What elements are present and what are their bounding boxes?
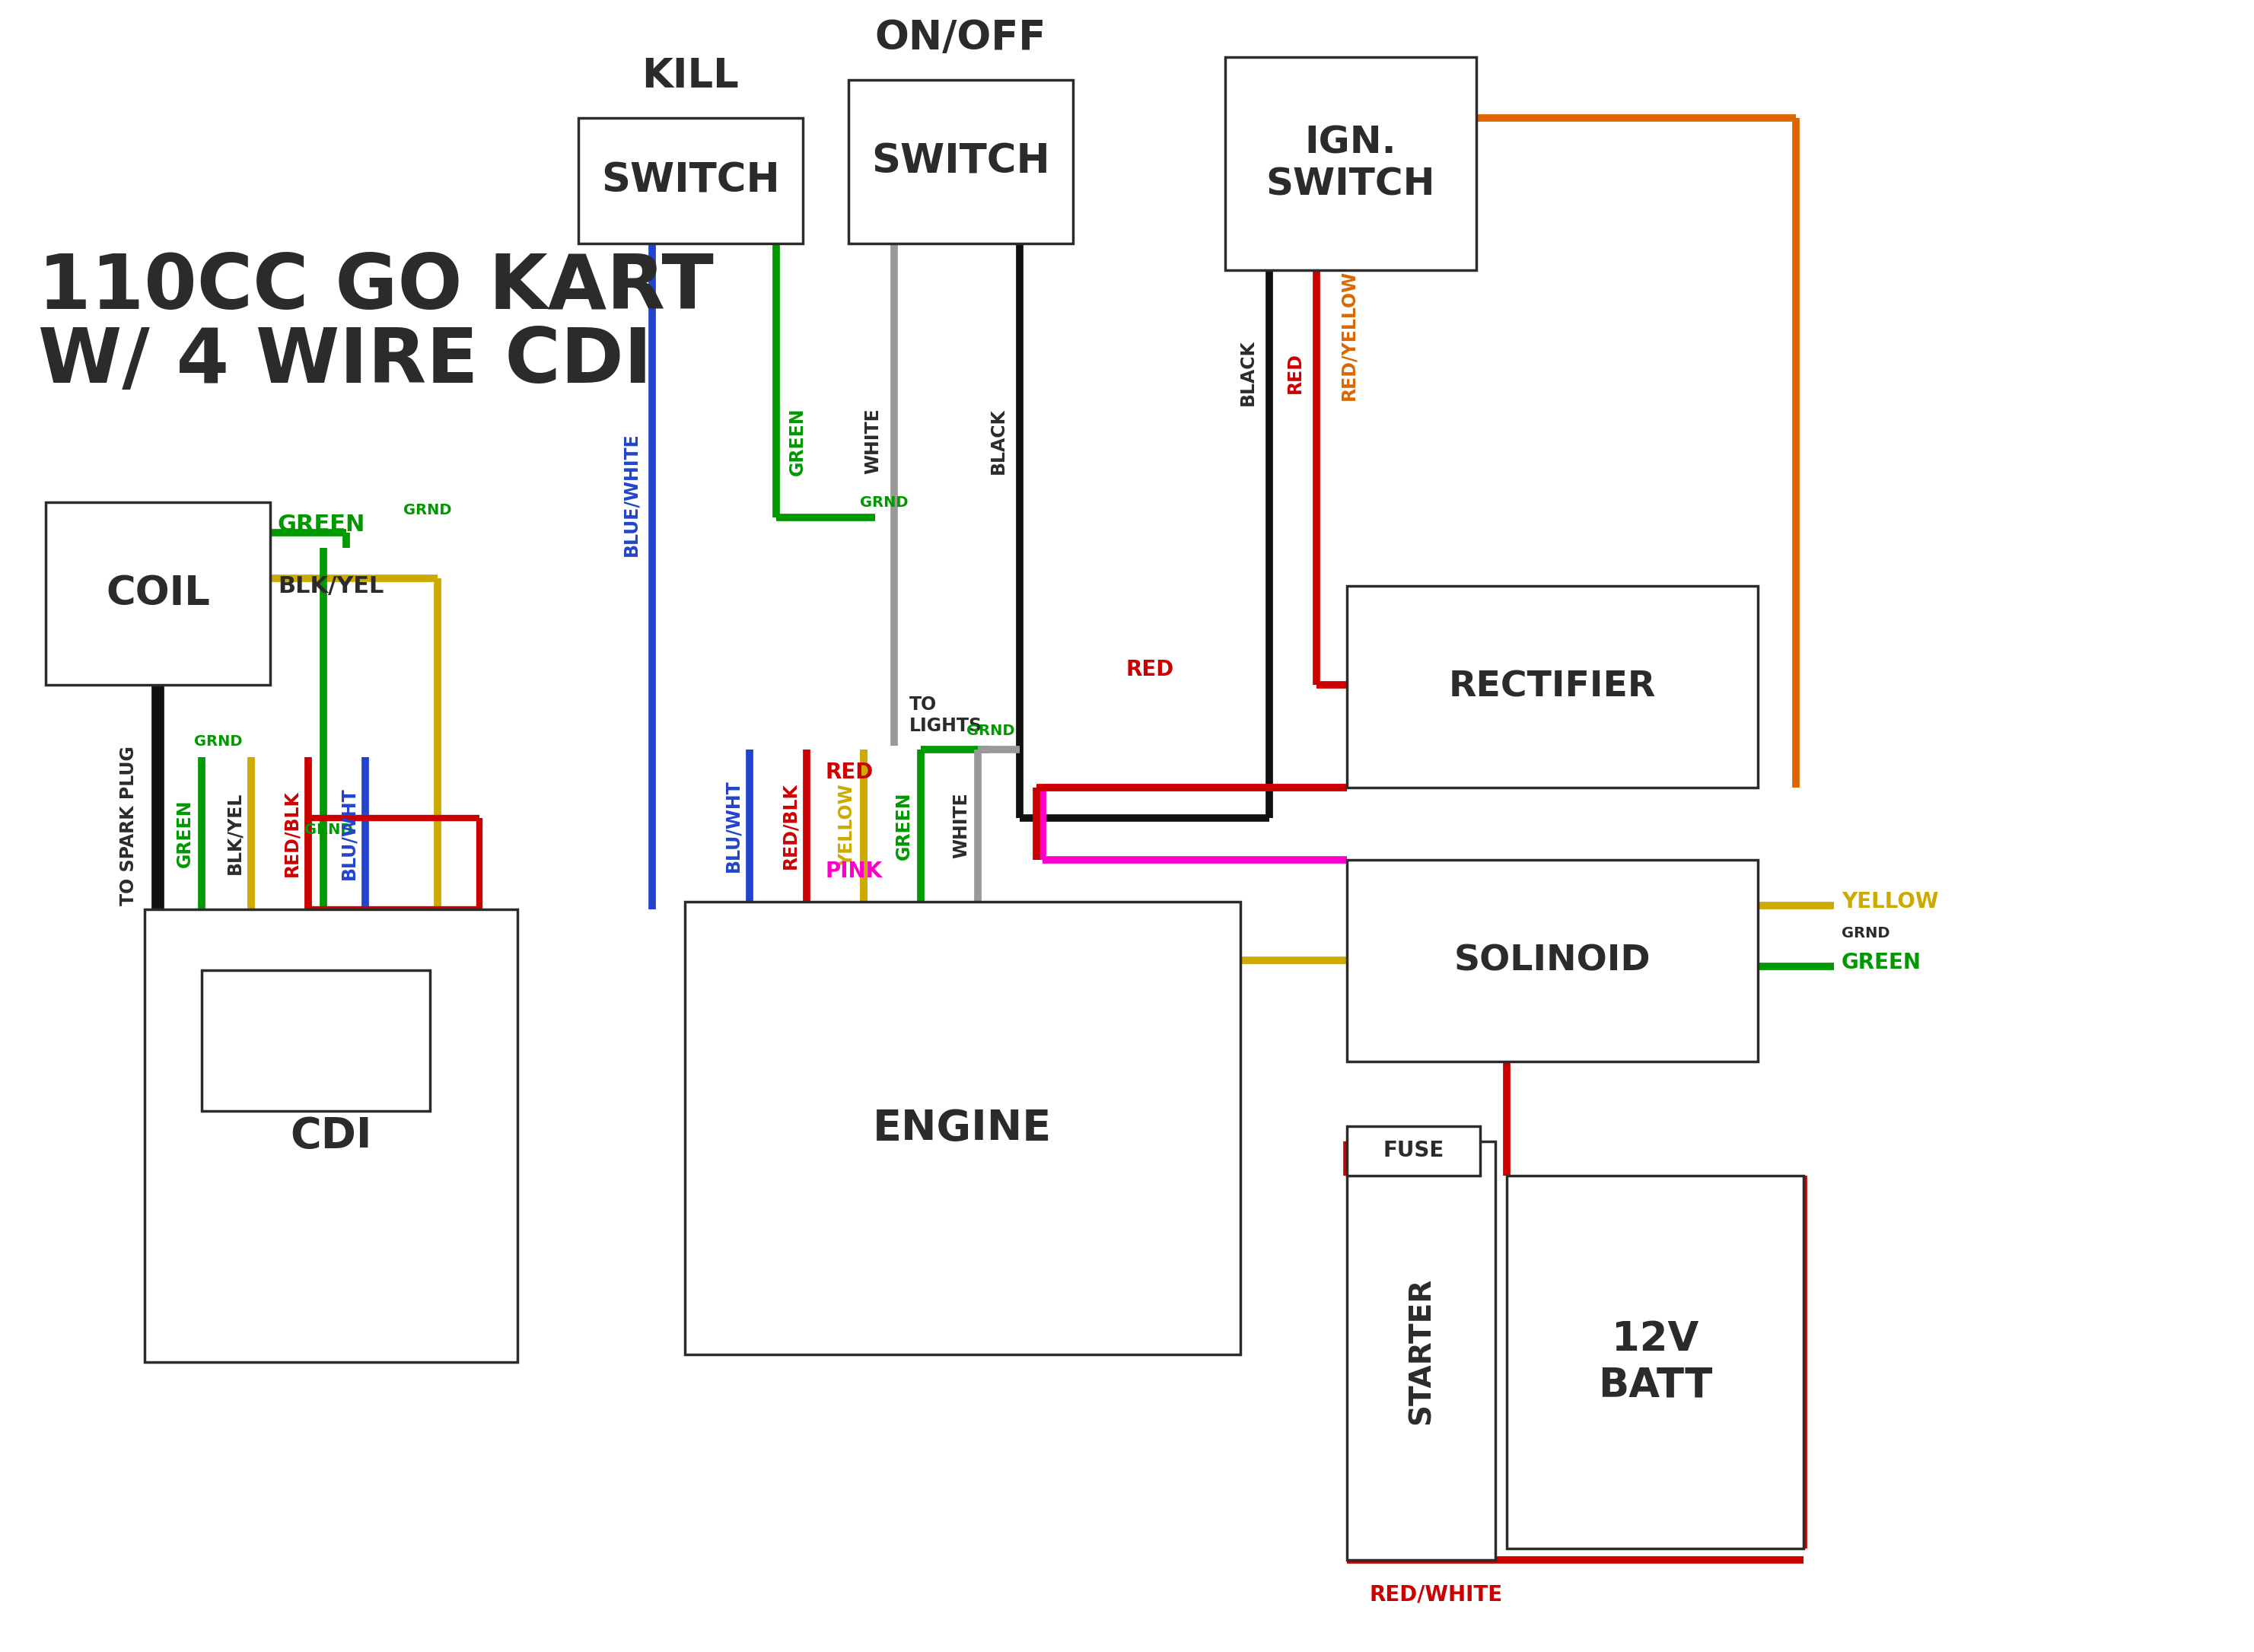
Text: STARTER: STARTER [1406, 1277, 1436, 1424]
Text: WHITE: WHITE [951, 793, 969, 859]
Bar [1348, 586, 1758, 788]
Text: RED/BLK: RED/BLK [282, 790, 300, 877]
Text: GREEN: GREEN [789, 408, 807, 476]
Text: COIL: COIL [106, 573, 210, 613]
Text: BLUE/WHITE: BLUE/WHITE [622, 433, 640, 557]
Text: FUSE: FUSE [1384, 1140, 1445, 1161]
Text: 110CC GO KART
W/ 4 WIRE CDI: 110CC GO KART W/ 4 WIRE CDI [38, 251, 715, 398]
Text: BLK/YEL: BLK/YEL [225, 791, 243, 874]
Bar [579, 117, 802, 243]
Text: GRND: GRND [859, 496, 908, 509]
Text: SWITCH: SWITCH [872, 142, 1050, 182]
Text: GRND: GRND [194, 735, 243, 748]
Bar [144, 909, 518, 1363]
Bar [1506, 1176, 1803, 1548]
Text: GREEN: GREEN [176, 800, 194, 867]
Bar [1348, 1127, 1481, 1176]
Text: KILL: KILL [642, 56, 739, 96]
Text: RED: RED [1127, 659, 1174, 681]
Text: RED/WHITE: RED/WHITE [1370, 1584, 1503, 1604]
Text: SWITCH: SWITCH [602, 160, 780, 200]
Bar [848, 79, 1073, 243]
Text: BLACK: BLACK [1240, 340, 1258, 406]
Text: CDI: CDI [291, 1115, 372, 1156]
Text: BLACK: BLACK [990, 408, 1008, 474]
Text: BLU/WHT: BLU/WHT [724, 780, 742, 872]
Text: WHITE: WHITE [863, 408, 881, 474]
Text: RECTIFIER: RECTIFIER [1449, 669, 1657, 704]
Text: YELLOW: YELLOW [838, 785, 857, 867]
Text: BLK/YEL: BLK/YEL [277, 575, 383, 596]
Text: SOLINOID: SOLINOID [1454, 943, 1650, 978]
Text: GREEN: GREEN [895, 791, 913, 859]
Text: TO
LIGHTS: TO LIGHTS [908, 695, 983, 735]
Text: GRND: GRND [967, 724, 1014, 738]
Text: RED: RED [1287, 352, 1305, 393]
Text: PINK: PINK [825, 861, 884, 882]
Text: RED/YELLOW: RED/YELLOW [1339, 269, 1357, 400]
Bar [201, 970, 431, 1112]
Text: RED/BLK: RED/BLK [780, 783, 798, 869]
Text: YELLOW: YELLOW [1842, 890, 1938, 912]
Text: ON/OFF: ON/OFF [875, 18, 1046, 58]
Text: GREEN: GREEN [277, 514, 365, 537]
Text: GRND: GRND [1842, 927, 1889, 942]
Text: BLU/WHT: BLU/WHT [340, 786, 358, 879]
Bar [1226, 58, 1476, 271]
Text: GRND: GRND [403, 502, 451, 517]
Bar [45, 502, 270, 686]
Bar [1348, 859, 1758, 1062]
Text: 12V
BATT: 12V BATT [1598, 1320, 1713, 1404]
Bar [685, 902, 1240, 1355]
Text: TO SPARK PLUG: TO SPARK PLUG [119, 745, 137, 905]
Text: GRND: GRND [304, 823, 352, 836]
Bar [1348, 1142, 1494, 1559]
Text: RED: RED [825, 762, 875, 783]
Text: ENGINE: ENGINE [872, 1107, 1053, 1148]
Text: GREEN: GREEN [1842, 952, 1920, 973]
Text: IGN.
SWITCH: IGN. SWITCH [1267, 124, 1436, 203]
